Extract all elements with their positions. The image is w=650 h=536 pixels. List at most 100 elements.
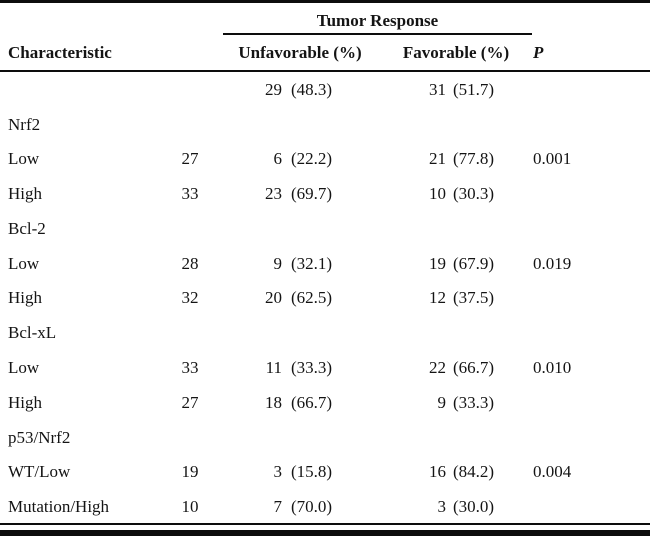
count-cell: 32 xyxy=(181,288,199,308)
characteristic-cell: High xyxy=(8,288,42,308)
favorable-count: 3 xyxy=(437,497,447,517)
table-row: High 27 18 (66.7) 9 (33.3) xyxy=(0,385,650,420)
column-header-p: P xyxy=(533,43,544,62)
unfavorable-percent: (62.5) xyxy=(291,288,333,308)
column-header-favorable: Favorable (%) xyxy=(402,43,510,62)
favorable-count: 10 xyxy=(429,184,446,204)
table-body: 29 (48.3) 31 (51.7) Nrf2 Low 27 6 (22.2)… xyxy=(0,72,650,524)
favorable-percent: (51.7) xyxy=(453,79,495,99)
favorable-count: 9 xyxy=(437,392,447,412)
unfavorable-percent: (33.3) xyxy=(291,358,333,377)
unfavorable-count: 29 xyxy=(265,79,282,99)
favorable-percent: (37.5) xyxy=(453,288,495,308)
favorable-cell: 21 (77.8) xyxy=(390,150,530,167)
unfavorable-count: 3 xyxy=(273,462,283,482)
table-bottom-thin-rule xyxy=(0,523,650,525)
favorable-cell: 10 (30.3) xyxy=(390,185,530,202)
column-header-characteristic: Characteristic xyxy=(8,43,112,62)
favorable-count: 31 xyxy=(429,79,446,99)
characteristic-cell: Mutation/High xyxy=(8,497,110,517)
count-cell: 33 xyxy=(181,184,199,204)
unfavorable-cell: 9 (32.1) xyxy=(210,255,390,272)
characteristic-cell: Nrf2 xyxy=(8,114,41,134)
table-top-rule xyxy=(0,0,650,3)
count-cell: 28 xyxy=(181,253,199,273)
unfavorable-count: 11 xyxy=(265,358,282,377)
unfavorable-percent: (32.1) xyxy=(291,253,333,273)
favorable-count: 16 xyxy=(429,462,446,482)
table-row: Nrf2 xyxy=(0,107,650,142)
unfavorable-percent: (15.8) xyxy=(291,462,333,482)
favorable-cell: 3 (30.0) xyxy=(390,498,530,515)
p-value-cell: 0.001 xyxy=(533,149,572,169)
characteristic-cell: Low xyxy=(8,149,40,169)
spanner-header: Tumor Response xyxy=(316,11,439,30)
favorable-count: 12 xyxy=(429,288,446,308)
unfavorable-cell: 3 (15.8) xyxy=(210,463,390,480)
unfavorable-percent: (69.7) xyxy=(291,184,333,204)
favorable-percent: (67.9) xyxy=(453,253,495,273)
characteristic-cell: High xyxy=(8,392,42,412)
characteristic-cell: p53/Nrf2 xyxy=(8,427,71,447)
table-bottom-thick-rule xyxy=(0,530,650,536)
unfavorable-cell: 20 (62.5) xyxy=(210,289,390,306)
characteristic-cell: High xyxy=(8,184,42,204)
unfavorable-count: 6 xyxy=(273,149,283,169)
p-value-cell: 0.010 xyxy=(533,358,572,377)
p-value-cell: 0.019 xyxy=(533,253,572,273)
unfavorable-cell: 7 (70.0) xyxy=(210,498,390,515)
favorable-percent: (33.3) xyxy=(453,392,495,412)
favorable-cell: 12 (37.5) xyxy=(390,289,530,306)
unfavorable-cell: 18 (66.7) xyxy=(210,394,390,411)
count-cell: 19 xyxy=(181,462,199,482)
favorable-cell: 9 (33.3) xyxy=(390,394,530,411)
unfavorable-cell: 29 (48.3) xyxy=(210,81,390,98)
header-separator-rule xyxy=(0,70,650,72)
spanner-underline xyxy=(223,33,532,35)
count-cell: 27 xyxy=(181,149,199,169)
count-cell: 10 xyxy=(181,497,199,517)
unfavorable-percent: (22.2) xyxy=(291,149,333,169)
column-header-unfavorable: Unfavorable (%) xyxy=(238,43,362,62)
favorable-percent: (30.0) xyxy=(453,497,495,517)
favorable-cell: 22 (66.7) xyxy=(390,359,530,376)
favorable-percent: (77.8) xyxy=(453,149,495,169)
favorable-count: 22 xyxy=(429,358,446,377)
table-row: WT/Low 19 3 (15.8) 16 (84.2) 0.004 xyxy=(0,454,650,489)
characteristic-cell: WT/Low xyxy=(8,462,71,482)
unfavorable-count: 7 xyxy=(273,497,283,517)
characteristic-cell: Low xyxy=(8,253,40,273)
table-row: Low 28 9 (32.1) 19 (67.9) 0.019 xyxy=(0,246,650,281)
unfavorable-count: 20 xyxy=(265,288,282,308)
favorable-percent: (84.2) xyxy=(453,462,495,482)
unfavorable-count: 9 xyxy=(273,253,283,273)
count-cell: 27 xyxy=(181,392,199,412)
unfavorable-cell: 6 (22.2) xyxy=(210,150,390,167)
table-row: 29 (48.3) 31 (51.7) xyxy=(0,72,650,107)
favorable-percent: (30.3) xyxy=(453,184,495,204)
favorable-cell: 16 (84.2) xyxy=(390,463,530,480)
table-row: Mutation/High 10 7 (70.0) 3 (30.0) xyxy=(0,489,650,524)
favorable-cell: 19 (67.9) xyxy=(390,255,530,272)
table-row: Bcl-xL xyxy=(0,315,650,350)
unfavorable-cell: 11 (33.3) xyxy=(210,359,390,376)
table-row: p53/Nrf2 xyxy=(0,420,650,455)
p-value-cell: 0.004 xyxy=(533,462,572,482)
favorable-cell: 31 (51.7) xyxy=(390,81,530,98)
unfavorable-percent: (66.7) xyxy=(291,392,333,412)
table-row: Bcl-2 xyxy=(0,211,650,246)
count-cell: 33 xyxy=(181,358,199,377)
unfavorable-percent: (48.3) xyxy=(291,79,333,99)
table-row: Low 33 11 (33.3) 22 (66.7) 0.010 xyxy=(0,350,650,385)
unfavorable-cell: 23 (69.7) xyxy=(210,185,390,202)
characteristic-cell: Low xyxy=(8,358,40,377)
favorable-count: 19 xyxy=(429,253,446,273)
unfavorable-count: 18 xyxy=(265,392,282,412)
table-row: Low 27 6 (22.2) 21 (77.8) 0.001 xyxy=(0,142,650,177)
favorable-percent: (66.7) xyxy=(453,358,495,377)
characteristic-cell: Bcl-xL xyxy=(8,323,57,343)
unfavorable-percent: (70.0) xyxy=(291,497,333,517)
unfavorable-count: 23 xyxy=(265,184,282,204)
characteristic-cell: Bcl-2 xyxy=(8,218,46,238)
